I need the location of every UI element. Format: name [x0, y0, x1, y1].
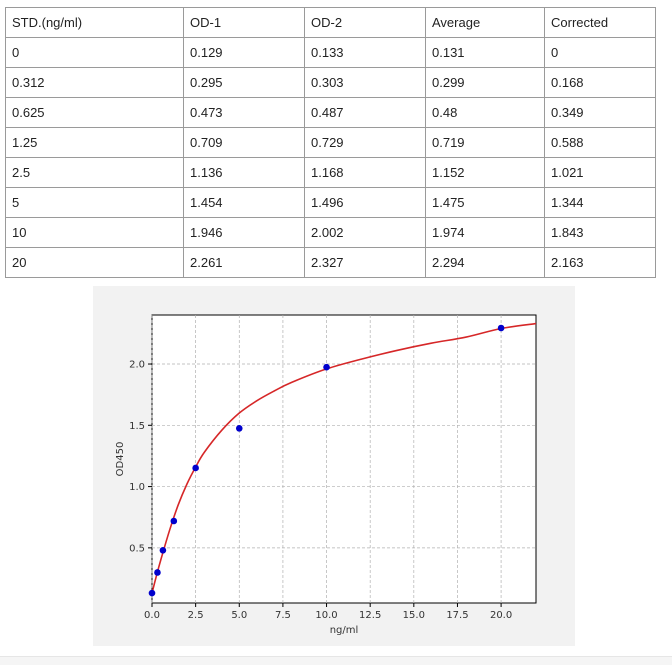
table-cell: 0.295 [183, 67, 305, 98]
table-cell: 2.327 [304, 247, 426, 278]
table-cell: 0.133 [304, 37, 426, 68]
table-cell: 2.294 [425, 247, 545, 278]
table-cell: 1.843 [544, 217, 656, 248]
x-tick-label: 17.5 [446, 610, 468, 621]
fit-curve-line [151, 322, 537, 594]
y-tick-label: 1.0 [129, 482, 145, 493]
table-cell: 2.261 [183, 247, 305, 278]
column-header: Average [425, 7, 545, 38]
table-cell: 1.152 [425, 157, 545, 188]
y-tick-label: 1.5 [129, 421, 145, 432]
table-cell: 1.946 [183, 217, 305, 248]
standard-curve-chart: 0.0 2.5 5.0 7.5 10.0 12.5 15.0 17.5 20.0 0.5 1.0 1.… [115, 314, 537, 636]
x-tick-label: 2.5 [188, 610, 204, 621]
table-cell: 1.454 [183, 187, 305, 218]
table-cell: 0 [544, 37, 656, 68]
data-point [154, 569, 161, 576]
table-row: 1.25 0.709 0.729 0.719 0.588 [5, 127, 656, 158]
data-point [159, 547, 167, 554]
table-cell: 0.131 [425, 37, 545, 68]
axis-ticks: 0.0 2.5 5.0 7.5 10.0 12.5 15.0 17.5 20.0 0.5 1.0 1.… [129, 360, 512, 621]
fit-curve-layer [151, 322, 537, 594]
standard-curve-table: STD.(ng/ml) OD-1 OD-2 Average Corrected 0 0.1… [5, 7, 656, 278]
table-cell: 0.303 [304, 67, 426, 98]
data-point [170, 517, 178, 525]
table-row: 2.5 1.136 1.168 1.152 1.021 [5, 157, 656, 188]
data-point [148, 589, 156, 597]
x-tick-label: 0.0 [144, 610, 160, 621]
table-cell: 2.163 [544, 247, 656, 278]
y-axis-label: OD450 [115, 442, 126, 477]
table-cell: 1.344 [544, 187, 656, 218]
table-cell: 1.974 [425, 217, 545, 248]
table-body: 0 0.129 0.133 0.131 0 0.312 0.295 0.303 0.299 0.1… [5, 37, 656, 278]
y-tick-label: 0.5 [129, 543, 145, 554]
table-cell: 0.168 [544, 67, 656, 98]
x-tick-label: 15.0 [403, 610, 425, 621]
x-tick-label: 20.0 [490, 610, 512, 621]
table-cell: 0 [5, 37, 184, 68]
plot-area [151, 314, 537, 604]
bottom-toolbar-strip [0, 656, 672, 665]
table-cell: 1.25 [5, 127, 184, 158]
table-cell: 0.349 [544, 97, 656, 128]
table-cell: 1.475 [425, 187, 545, 218]
grid-lines [151, 315, 536, 603]
table-cell: 0.487 [304, 97, 426, 128]
table-cell: 0.129 [183, 37, 305, 68]
column-header: STD.(ng/ml) [5, 7, 184, 38]
data-points [148, 324, 505, 597]
table-cell: 0.719 [425, 127, 545, 158]
table-row: 0 0.129 0.133 0.131 0 [5, 37, 656, 68]
column-header: OD-2 [304, 7, 426, 38]
table-cell: 0.625 [5, 97, 184, 128]
table-cell: 0.473 [183, 97, 305, 128]
table-row: 0.312 0.295 0.303 0.299 0.168 [5, 67, 656, 98]
x-tick-label: 12.5 [359, 610, 381, 621]
table-cell: 10 [5, 217, 184, 248]
column-header: Corrected [544, 7, 656, 38]
x-axis-label: ng/ml [330, 625, 359, 636]
chart-panel: 0.0 2.5 5.0 7.5 10.0 12.5 15.0 17.5 20.0 0.5 1.0 1.… [93, 286, 575, 646]
table-cell: 1.168 [304, 157, 426, 188]
table-cell: 0.709 [183, 127, 305, 158]
table-cell: 0.729 [304, 127, 426, 158]
column-header: OD-1 [183, 7, 305, 38]
data-point [497, 324, 505, 332]
data-point [323, 363, 330, 371]
table-cell: 20 [5, 247, 184, 278]
table-cell: 2.5 [5, 157, 184, 188]
table-cell: 1.496 [304, 187, 426, 218]
table-header-row: STD.(ng/ml) OD-1 OD-2 Average Corrected [5, 7, 656, 38]
table-cell: 0.48 [425, 97, 545, 128]
table-row: 10 1.946 2.002 1.974 1.843 [5, 217, 656, 248]
x-tick-label: 5.0 [231, 610, 247, 621]
data-point [235, 425, 243, 432]
table-row: 20 2.261 2.327 2.294 2.163 [5, 247, 656, 278]
table-cell: 0.588 [544, 127, 656, 158]
table-row: 5 1.454 1.496 1.475 1.344 [5, 187, 656, 218]
x-tick-label: 7.5 [275, 610, 291, 621]
data-point [192, 464, 199, 472]
table-cell: 1.021 [544, 157, 656, 188]
table-cell: 5 [5, 187, 184, 218]
table-cell: 2.002 [304, 217, 426, 248]
table-row: 0.625 0.473 0.487 0.48 0.349 [5, 97, 656, 128]
y-tick-label: 2.0 [129, 360, 145, 371]
table-cell: 1.136 [183, 157, 305, 188]
table-cell: 0.312 [5, 67, 184, 98]
table-cell: 0.299 [425, 67, 545, 98]
x-tick-label: 10.0 [315, 610, 337, 621]
